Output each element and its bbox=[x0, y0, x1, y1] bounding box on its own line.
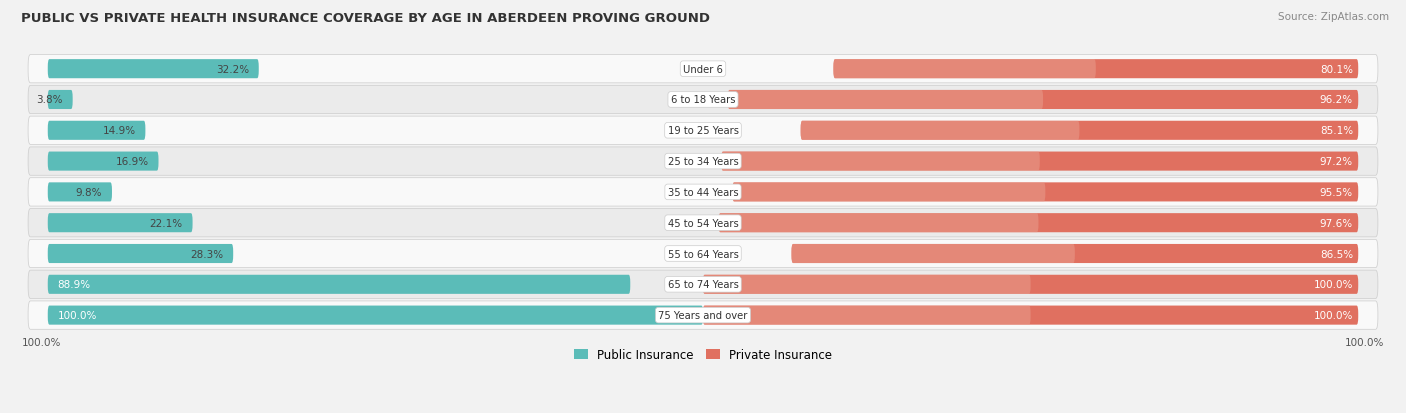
Text: 100.0%: 100.0% bbox=[1313, 310, 1353, 320]
FancyBboxPatch shape bbox=[800, 121, 1358, 140]
FancyBboxPatch shape bbox=[48, 60, 259, 79]
FancyBboxPatch shape bbox=[48, 152, 159, 171]
Legend: Public Insurance, Private Insurance: Public Insurance, Private Insurance bbox=[569, 343, 837, 366]
FancyBboxPatch shape bbox=[28, 301, 1378, 330]
Text: 55 to 64 Years: 55 to 64 Years bbox=[668, 249, 738, 259]
Text: Under 6: Under 6 bbox=[683, 64, 723, 74]
FancyBboxPatch shape bbox=[721, 152, 1358, 171]
Text: 25 to 34 Years: 25 to 34 Years bbox=[668, 157, 738, 167]
FancyBboxPatch shape bbox=[48, 91, 73, 110]
FancyBboxPatch shape bbox=[703, 275, 1031, 294]
Text: 14.9%: 14.9% bbox=[103, 126, 135, 136]
Text: 88.9%: 88.9% bbox=[58, 280, 91, 290]
Text: 45 to 54 Years: 45 to 54 Years bbox=[668, 218, 738, 228]
FancyBboxPatch shape bbox=[48, 244, 233, 263]
FancyBboxPatch shape bbox=[721, 152, 1040, 171]
Text: 97.6%: 97.6% bbox=[1320, 218, 1353, 228]
FancyBboxPatch shape bbox=[28, 117, 1378, 145]
FancyBboxPatch shape bbox=[28, 55, 1378, 84]
FancyBboxPatch shape bbox=[792, 244, 1358, 263]
Text: 100.0%: 100.0% bbox=[21, 337, 60, 347]
Text: 100.0%: 100.0% bbox=[58, 310, 97, 320]
FancyBboxPatch shape bbox=[703, 306, 1031, 325]
FancyBboxPatch shape bbox=[733, 183, 1046, 202]
FancyBboxPatch shape bbox=[48, 275, 630, 294]
FancyBboxPatch shape bbox=[718, 214, 1039, 233]
Text: 32.2%: 32.2% bbox=[215, 64, 249, 74]
FancyBboxPatch shape bbox=[834, 60, 1095, 79]
FancyBboxPatch shape bbox=[733, 183, 1358, 202]
FancyBboxPatch shape bbox=[28, 86, 1378, 114]
Text: 97.2%: 97.2% bbox=[1320, 157, 1353, 167]
FancyBboxPatch shape bbox=[728, 91, 1043, 110]
Text: 28.3%: 28.3% bbox=[190, 249, 224, 259]
FancyBboxPatch shape bbox=[792, 244, 1074, 263]
FancyBboxPatch shape bbox=[703, 306, 1358, 325]
FancyBboxPatch shape bbox=[48, 121, 145, 140]
Text: 35 to 44 Years: 35 to 44 Years bbox=[668, 188, 738, 197]
FancyBboxPatch shape bbox=[28, 178, 1378, 206]
FancyBboxPatch shape bbox=[834, 60, 1358, 79]
FancyBboxPatch shape bbox=[800, 121, 1080, 140]
FancyBboxPatch shape bbox=[728, 91, 1358, 110]
Text: Source: ZipAtlas.com: Source: ZipAtlas.com bbox=[1278, 12, 1389, 22]
Text: 3.8%: 3.8% bbox=[37, 95, 63, 105]
Text: 100.0%: 100.0% bbox=[1346, 337, 1385, 347]
Text: 86.5%: 86.5% bbox=[1320, 249, 1353, 259]
FancyBboxPatch shape bbox=[718, 214, 1358, 233]
FancyBboxPatch shape bbox=[28, 271, 1378, 299]
Text: 6 to 18 Years: 6 to 18 Years bbox=[671, 95, 735, 105]
Text: 100.0%: 100.0% bbox=[1313, 280, 1353, 290]
Text: 19 to 25 Years: 19 to 25 Years bbox=[668, 126, 738, 136]
Text: 65 to 74 Years: 65 to 74 Years bbox=[668, 280, 738, 290]
FancyBboxPatch shape bbox=[48, 306, 703, 325]
Text: 16.9%: 16.9% bbox=[115, 157, 149, 167]
FancyBboxPatch shape bbox=[48, 214, 193, 233]
FancyBboxPatch shape bbox=[48, 183, 112, 202]
FancyBboxPatch shape bbox=[28, 240, 1378, 268]
Text: 22.1%: 22.1% bbox=[149, 218, 183, 228]
FancyBboxPatch shape bbox=[703, 275, 1358, 294]
Text: 85.1%: 85.1% bbox=[1320, 126, 1353, 136]
Text: 75 Years and over: 75 Years and over bbox=[658, 310, 748, 320]
Text: 96.2%: 96.2% bbox=[1320, 95, 1353, 105]
FancyBboxPatch shape bbox=[28, 209, 1378, 237]
Text: 9.8%: 9.8% bbox=[76, 188, 103, 197]
Text: 95.5%: 95.5% bbox=[1320, 188, 1353, 197]
FancyBboxPatch shape bbox=[28, 147, 1378, 176]
Text: 80.1%: 80.1% bbox=[1320, 64, 1353, 74]
Text: PUBLIC VS PRIVATE HEALTH INSURANCE COVERAGE BY AGE IN ABERDEEN PROVING GROUND: PUBLIC VS PRIVATE HEALTH INSURANCE COVER… bbox=[21, 12, 710, 25]
